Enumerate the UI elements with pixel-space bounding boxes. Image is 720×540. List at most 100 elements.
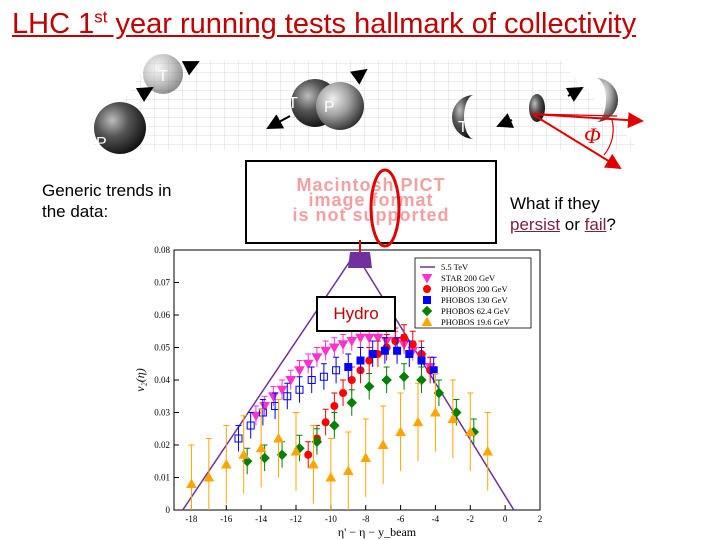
question-mark: ? xyxy=(606,215,616,234)
data-point-phobos-130-gev xyxy=(234,434,243,443)
data-point-star-200-gev xyxy=(372,333,384,344)
y-tick-label: 0.01 xyxy=(154,473,170,483)
legend-box xyxy=(414,257,532,329)
x-tick-label: 2 xyxy=(538,514,543,524)
data-point-phobos-130-gev xyxy=(368,350,377,358)
arrow xyxy=(565,87,584,102)
data-point-phobos-19-6-gev xyxy=(482,445,494,456)
data-point-phobos-200-gev xyxy=(330,402,339,410)
hydro-label-box: Hydro xyxy=(316,296,396,332)
data-point-phobos-19-6-gev xyxy=(342,465,354,475)
hydro-label: Hydro xyxy=(333,304,379,323)
projectile-ball xyxy=(94,102,146,154)
data-point-phobos-19-6-gev xyxy=(464,426,476,436)
x-tick-label: -4 xyxy=(432,514,440,524)
data-point-phobos-62-4-gev xyxy=(381,374,392,386)
generic-trends-text: Generic trends in the data: xyxy=(42,181,172,221)
data-point-phobos-62-4-gev xyxy=(346,397,357,408)
persist-word: persist xyxy=(510,215,561,234)
data-point-phobos-19-6-gev xyxy=(447,413,459,423)
data-point-phobos-19-6-gev xyxy=(273,432,284,443)
y-tick-label: 0.02 xyxy=(154,440,170,450)
data-point-phobos-62-4-gev xyxy=(329,420,340,431)
data-point-phobos-130-gev xyxy=(393,346,402,355)
legend-swatch xyxy=(423,285,431,293)
legend-entry: PHOBOS 200 GeV xyxy=(441,284,508,294)
fail-word: fail xyxy=(584,215,607,234)
data-point-star-200-gev xyxy=(276,385,288,396)
data-point-star-200-gev xyxy=(294,366,305,376)
data-point-phobos-200-gev xyxy=(304,450,313,459)
legend-swatch xyxy=(421,274,433,284)
y-tick-label: 0.04 xyxy=(154,375,170,385)
data-point-phobos-130-gev xyxy=(307,376,316,384)
data-point-phobos-19-6-gev xyxy=(255,442,267,453)
data-point-star-200-gev xyxy=(302,359,314,370)
data-point-phobos-200-gev xyxy=(347,376,356,384)
x-tick-label: 0 xyxy=(503,514,508,524)
fragment-projectile-label: P xyxy=(594,85,605,102)
x-tick-label: -8 xyxy=(362,514,370,524)
legend-entry: PHOBOS 19.6 GeV xyxy=(441,317,511,327)
data-point-phobos-62-4-gev xyxy=(416,374,427,386)
arrow xyxy=(135,86,154,102)
arrow xyxy=(266,114,291,129)
legend-entry: 5.5 TeV xyxy=(441,262,469,272)
x-tick-label: -6 xyxy=(397,514,405,524)
data-point-phobos-200-gev xyxy=(391,337,400,345)
data-point-phobos-130-gev xyxy=(417,356,426,365)
phi-symbol: Φ xyxy=(584,123,601,148)
target-ball-ghost xyxy=(143,54,183,94)
y-tick-label: 0.07 xyxy=(154,278,170,288)
collision-projectile-label: P xyxy=(324,99,335,116)
data-point-phobos-130-gev xyxy=(246,421,255,430)
reaction-plane-arrow xyxy=(531,112,644,129)
data-point-phobos-19-6-gev xyxy=(360,452,372,462)
data-point-phobos-200-gev xyxy=(339,389,348,397)
data-point-phobos-130-gev xyxy=(344,363,353,371)
chart-marks xyxy=(182,251,515,511)
or-word: or xyxy=(560,215,585,234)
chart-frame: -18 -16 -14 -12 -10 -8 -6 -4 -2 0 2 0 0.01 0.02 0.03 0.… xyxy=(133,245,542,539)
data-point-phobos-130-gev xyxy=(283,392,292,401)
data-point-phobos-62-4-gev xyxy=(398,371,410,382)
event-plane-arrow xyxy=(531,113,622,170)
y-tick-label: 0.05 xyxy=(154,343,170,353)
data-point-phobos-62-4-gev xyxy=(363,381,375,392)
ghost-target-label: T xyxy=(158,68,168,85)
title-superscript: st xyxy=(94,7,108,27)
data-point-phobos-19-6-gev xyxy=(377,439,389,449)
data-point-phobos-200-gev xyxy=(408,340,417,349)
data-point-phobos-19-6-gev xyxy=(238,449,250,459)
data-point-star-200-gev xyxy=(311,353,323,363)
legend-entry: STAR 200 GeV xyxy=(441,273,496,283)
prediction-marker xyxy=(348,252,372,268)
y-tick-label: 0 xyxy=(166,505,171,515)
question-line1: What if they xyxy=(510,194,600,213)
data-point-phobos-19-6-gev xyxy=(186,478,197,488)
plane-guide xyxy=(531,113,618,117)
slide-title: LHC 1st year running tests hallmark of c… xyxy=(12,4,712,44)
data-point-phobos-130-gev xyxy=(295,385,304,394)
collision-target-label: T xyxy=(288,95,298,112)
x-tick-label: -2 xyxy=(467,514,475,524)
y-tick-label: 0.06 xyxy=(154,310,170,320)
x-tick-label: -10 xyxy=(325,514,337,524)
legend-swatch xyxy=(421,305,433,317)
chart-overlay xyxy=(348,168,401,268)
y-tick-label: 0.03 xyxy=(154,408,170,418)
phi-arc xyxy=(603,119,614,156)
data-point-phobos-130-gev xyxy=(405,350,414,358)
legend-swatch xyxy=(421,316,433,326)
data-point-star-200-gev xyxy=(259,402,270,412)
data-point-phobos-130-gev xyxy=(380,346,389,355)
data-point-phobos-19-6-gev xyxy=(325,471,337,482)
x-tick-label: -16 xyxy=(220,514,232,524)
projectile-label: P xyxy=(96,135,107,152)
arrow xyxy=(496,113,515,128)
pict-line-1: Macintosh PICT xyxy=(296,175,446,195)
data-point-phobos-19-6-gev xyxy=(430,406,441,417)
highlight-ellipse xyxy=(369,168,401,248)
data-point-phobos-130-gev xyxy=(429,366,438,375)
